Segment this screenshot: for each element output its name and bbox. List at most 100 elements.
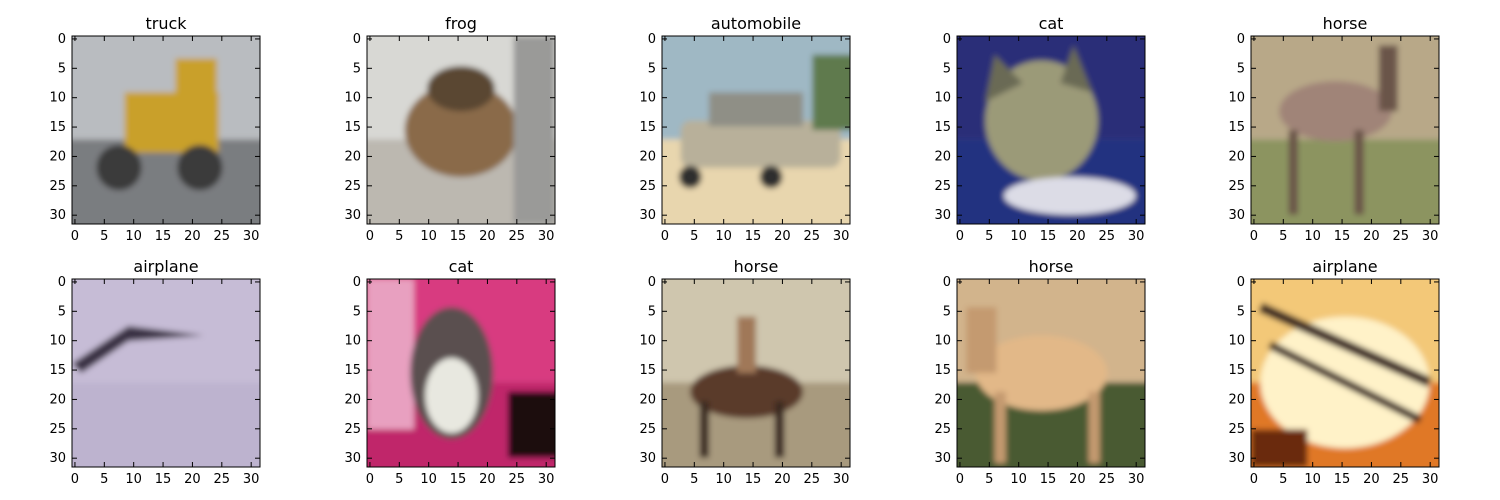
x-tick-label: 25 — [1393, 472, 1410, 487]
x-tick-label: 10 — [420, 472, 437, 487]
y-tick-label: 15 — [1228, 120, 1245, 135]
y-tick-label: 20 — [344, 149, 361, 164]
y-tick-label: 10 — [1228, 334, 1245, 349]
x-tick-label: 0 — [1250, 229, 1258, 244]
x-tick-label: 10 — [125, 229, 142, 244]
y-tick-label: 15 — [934, 363, 951, 378]
y-tick-label: 25 — [639, 179, 656, 194]
panel-9: horse 0 0 5 5 10 10 15 15 20 20 25 25 30 30 — [934, 257, 1146, 487]
x-tick-label: 0 — [661, 472, 669, 487]
y-tick-label: 25 — [934, 179, 951, 194]
panel-image — [662, 36, 850, 224]
panel-image — [957, 36, 1145, 224]
y-tick-label: 30 — [49, 451, 66, 466]
y-tick-label: 10 — [49, 91, 66, 106]
panel-frame — [366, 35, 556, 225]
x-tick-label: 5 — [395, 229, 403, 244]
x-tick-label: 0 — [956, 229, 964, 244]
y-tick-label: 30 — [639, 208, 656, 223]
panel-6: airplane 0 0 5 5 10 10 15 15 20 20 25 25 30 30 — [49, 257, 261, 487]
x-tick-label: 10 — [420, 229, 437, 244]
y-tick-label: 20 — [639, 149, 656, 164]
panel-7: cat 0 0 5 5 10 10 15 15 20 20 25 25 30 30 — [344, 257, 556, 487]
x-tick-label: 25 — [509, 229, 526, 244]
y-tick-label: 5 — [943, 61, 951, 76]
y-tick-label: 0 — [943, 32, 951, 47]
x-tick-label: 25 — [214, 229, 231, 244]
y-tick-label: 20 — [344, 392, 361, 407]
x-tick-label: 15 — [450, 472, 467, 487]
y-tick-label: 15 — [49, 120, 66, 135]
x-tick-label: 20 — [1363, 472, 1380, 487]
x-tick-label: 15 — [1040, 229, 1057, 244]
panel-title: horse — [1323, 14, 1368, 33]
y-tick-label: 20 — [934, 392, 951, 407]
y-tick-label: 25 — [49, 179, 66, 194]
panel-title: horse — [1029, 257, 1074, 276]
x-tick-label: 20 — [184, 229, 201, 244]
x-tick-label: 30 — [1422, 472, 1439, 487]
panel-title: frog — [445, 14, 477, 33]
y-tick-label: 0 — [1237, 275, 1245, 290]
y-tick-label: 10 — [1228, 91, 1245, 106]
y-tick-label: 5 — [648, 61, 656, 76]
y-tick-label: 10 — [934, 91, 951, 106]
y-tick-label: 5 — [648, 304, 656, 319]
x-tick-label: 10 — [715, 472, 732, 487]
y-tick-label: 0 — [648, 32, 656, 47]
x-tick-label: 30 — [243, 472, 260, 487]
x-tick-label: 30 — [1128, 472, 1145, 487]
x-tick-label: 25 — [804, 472, 821, 487]
x-tick-label: 15 — [1334, 472, 1351, 487]
panel-frame — [71, 278, 261, 468]
x-tick-label: 0 — [71, 472, 79, 487]
y-tick-label: 5 — [58, 304, 66, 319]
panel-frame — [71, 35, 261, 225]
y-tick-label: 15 — [344, 120, 361, 135]
y-tick-label: 0 — [1237, 32, 1245, 47]
x-tick-label: 25 — [1099, 472, 1116, 487]
y-tick-label: 30 — [934, 451, 951, 466]
y-tick-label: 20 — [1228, 149, 1245, 164]
x-tick-label: 30 — [1422, 229, 1439, 244]
y-tick-label: 10 — [639, 91, 656, 106]
y-tick-label: 0 — [353, 275, 361, 290]
y-tick-label: 5 — [1237, 304, 1245, 319]
y-tick-label: 5 — [943, 304, 951, 319]
panel-8: horse 0 0 5 5 10 10 15 15 20 20 25 25 30 30 — [639, 257, 851, 487]
y-tick-label: 25 — [344, 422, 361, 437]
x-tick-label: 20 — [774, 472, 791, 487]
x-tick-label: 0 — [366, 229, 374, 244]
x-tick-label: 30 — [833, 229, 850, 244]
x-tick-label: 25 — [214, 472, 231, 487]
panel-10: airplane 0 0 5 5 10 10 15 15 20 20 25 25 30 30 — [1228, 257, 1440, 487]
panel-frame — [366, 278, 556, 468]
y-tick-label: 30 — [1228, 451, 1245, 466]
x-tick-label: 20 — [1069, 472, 1086, 487]
y-tick-label: 15 — [934, 120, 951, 135]
x-tick-label: 15 — [745, 472, 762, 487]
x-tick-label: 5 — [100, 472, 108, 487]
panel-image — [367, 36, 555, 224]
y-tick-label: 25 — [1228, 179, 1245, 194]
x-tick-label: 10 — [125, 472, 142, 487]
y-tick-label: 10 — [934, 334, 951, 349]
panel-4: cat 0 0 5 5 10 10 15 15 20 20 25 25 30 30 — [934, 14, 1146, 244]
x-tick-label: 30 — [833, 472, 850, 487]
panel-image — [367, 279, 555, 467]
x-tick-label: 5 — [395, 472, 403, 487]
y-tick-label: 5 — [1237, 61, 1245, 76]
x-tick-label: 15 — [1334, 229, 1351, 244]
panel-frame — [956, 35, 1146, 225]
y-tick-label: 15 — [639, 363, 656, 378]
x-tick-label: 10 — [715, 229, 732, 244]
panel-frame — [661, 35, 851, 225]
x-tick-label: 20 — [1363, 229, 1380, 244]
y-tick-label: 0 — [58, 32, 66, 47]
y-tick-label: 10 — [344, 334, 361, 349]
y-tick-label: 20 — [49, 149, 66, 164]
x-tick-label: 20 — [1069, 229, 1086, 244]
x-tick-label: 25 — [1099, 229, 1116, 244]
y-tick-label: 10 — [344, 91, 361, 106]
